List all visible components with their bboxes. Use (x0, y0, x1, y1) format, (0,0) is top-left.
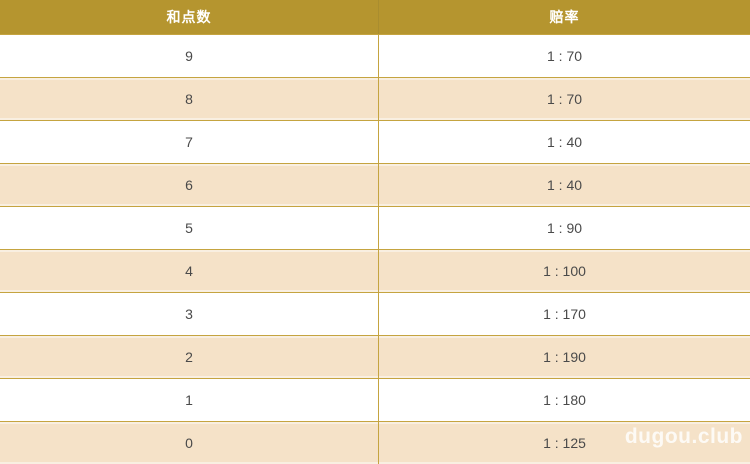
table-header-row: 和点数 赔率 (0, 0, 750, 34)
odds-cell: 1 : 70 (546, 48, 583, 64)
odds-cell: 1 : 40 (546, 177, 583, 193)
points-cell: 0 (0, 422, 379, 464)
table-row: 9 1 : 70 (0, 34, 750, 77)
odds-cell: 1 : 180 (543, 392, 586, 408)
points-cell: 8 (0, 78, 379, 120)
table-row: 2 1 : 190 (0, 335, 750, 378)
table-row: 4 1 : 100 (0, 249, 750, 292)
table-row: 6 1 : 40 (0, 163, 750, 206)
points-cell: 3 (0, 293, 379, 335)
odds-cell: 1 : 100 (543, 263, 586, 279)
odds-cell: 1 : 70 (546, 91, 583, 107)
points-cell: 9 (0, 35, 379, 77)
table-row: 3 1 : 170 (0, 292, 750, 335)
points-cell: 1 (0, 379, 379, 421)
points-cell: 4 (0, 250, 379, 292)
odds-cell: 1 : 40 (546, 134, 583, 150)
table-row: 1 1 : 180 (0, 378, 750, 421)
points-cell: 2 (0, 336, 379, 378)
odds-cell: 1 : 90 (546, 220, 583, 236)
table-row: 8 1 : 70 (0, 77, 750, 120)
column-header-odds: 赔率 (549, 9, 580, 25)
odds-cell: 1 : 190 (543, 349, 586, 365)
odds-cell: 1 : 170 (543, 306, 586, 322)
table-row: 0 1 : 125 (0, 421, 750, 464)
points-cell: 7 (0, 121, 379, 163)
odds-cell: 1 : 125 (543, 435, 586, 451)
column-header-points: 和点数 (0, 0, 379, 34)
table-row: 5 1 : 90 (0, 206, 750, 249)
points-cell: 5 (0, 207, 379, 249)
table-row: 7 1 : 40 (0, 120, 750, 163)
points-cell: 6 (0, 164, 379, 206)
table-body: 9 1 : 70 8 1 : 70 7 1 : 40 6 1 : 40 5 1 : 90 4 1 : … (0, 34, 750, 464)
